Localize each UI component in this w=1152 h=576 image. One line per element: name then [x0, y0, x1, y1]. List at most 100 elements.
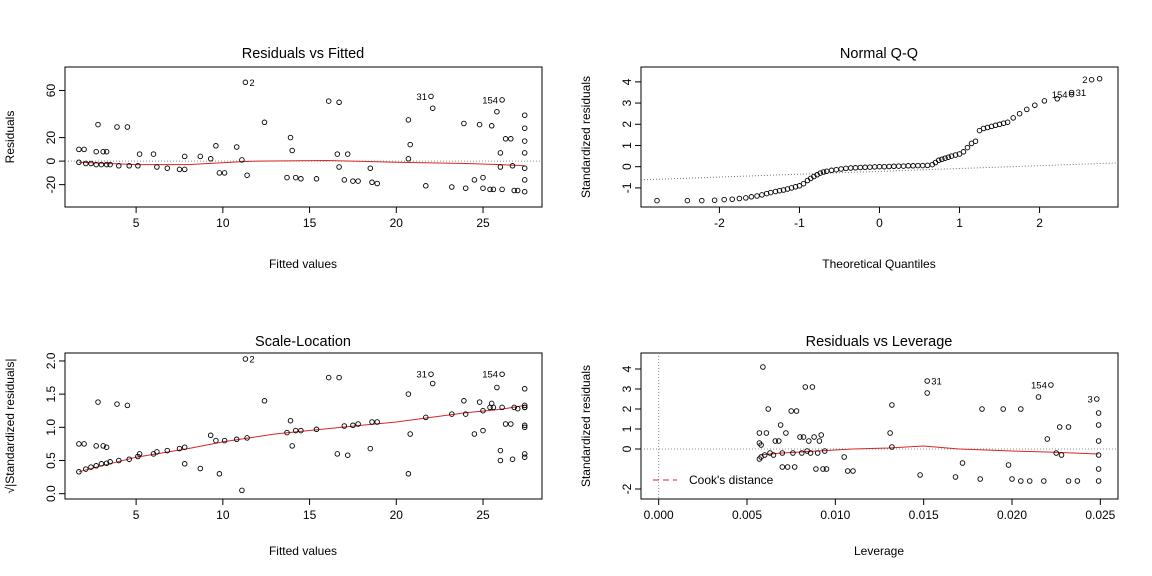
data-point [499, 404, 505, 411]
data-point [979, 406, 985, 412]
data-point [821, 448, 828, 454]
data-point [521, 404, 528, 411]
data-point [405, 156, 412, 162]
data-point [341, 423, 348, 429]
data-point [150, 151, 157, 157]
data-point [823, 168, 830, 174]
data-point [772, 188, 779, 195]
data-point [197, 465, 204, 472]
data-point [807, 450, 814, 456]
data-point [952, 474, 959, 480]
y-tick-label: 2 [620, 121, 634, 128]
y-axis-label: Standardized residuals [579, 365, 593, 487]
y-tick-label: 3 [620, 385, 634, 392]
data-point [487, 186, 493, 193]
data-point [244, 435, 250, 441]
data-point [499, 186, 505, 193]
x-tick-label: 0 [876, 216, 883, 230]
data-point [813, 466, 819, 472]
data-point [956, 151, 963, 157]
data-point [797, 434, 803, 440]
data-point [490, 186, 497, 193]
data-point [405, 391, 412, 397]
data-point [103, 460, 110, 466]
data-point [221, 170, 228, 176]
data-point [242, 79, 249, 86]
y-tick-label: 0 [620, 445, 634, 452]
point-label: 2 [249, 78, 254, 89]
data-point [336, 99, 342, 106]
data-point [88, 464, 94, 470]
x-tick-label: 2 [1036, 216, 1043, 230]
data-point [811, 434, 817, 440]
data-point [476, 399, 483, 405]
data-point [93, 463, 99, 469]
data-point [325, 374, 332, 381]
y-tick-label: -1 [620, 182, 634, 193]
data-point [508, 421, 514, 427]
panel-title: Normal Q-Q [840, 46, 918, 62]
y-tick-label: 60 [44, 84, 58, 98]
x-tick-label: 20 [390, 216, 404, 230]
data-point [93, 443, 99, 449]
data-point [844, 468, 851, 474]
data-point [367, 445, 374, 452]
data-point [800, 180, 807, 187]
data-point [820, 169, 827, 175]
data-point [423, 414, 429, 421]
data-point [784, 464, 791, 470]
data-point [761, 452, 768, 458]
data-point [1053, 450, 1059, 456]
data-point [76, 146, 82, 153]
y-tick-label: 2.0 [44, 352, 58, 369]
data-point [964, 144, 971, 151]
data-point [521, 451, 528, 457]
data-point [809, 384, 816, 390]
data-point [334, 451, 341, 457]
x-tick-label: 15 [303, 508, 317, 522]
point-label: 154 [482, 95, 498, 106]
data-point [654, 197, 660, 204]
data-point [1095, 438, 1102, 444]
data-point [1041, 98, 1048, 104]
data-point [887, 430, 893, 436]
data-point [95, 121, 101, 128]
data-point [960, 149, 967, 155]
data-point [480, 185, 486, 191]
y-tick-label: 4 [620, 365, 634, 372]
data-point [1095, 452, 1102, 458]
data-point [972, 138, 979, 144]
data-point [843, 165, 849, 172]
data-point [98, 461, 105, 467]
data-point [341, 177, 348, 183]
data-point [76, 469, 82, 475]
data-point [81, 146, 87, 153]
data-point [176, 445, 183, 452]
data-point [1054, 96, 1060, 102]
data-point [502, 136, 509, 142]
panel-title: Scale-Location [255, 334, 351, 350]
data-point [298, 427, 304, 434]
data-point [239, 157, 245, 163]
data-point [213, 437, 219, 444]
y-axis-label: Residuals [3, 111, 17, 164]
data-point [499, 97, 505, 103]
data-point [1004, 119, 1011, 125]
panel-title: Residuals vs Fitted [242, 46, 365, 62]
data-point [1026, 478, 1033, 484]
y-tick-label: 1 [620, 142, 634, 149]
data-point [1096, 75, 1103, 82]
data-point [760, 364, 766, 370]
data-point [1065, 424, 1072, 430]
data-point [325, 98, 332, 104]
data-point [915, 162, 921, 169]
y-axis-label: √|Standardized residuals| [3, 359, 17, 494]
panel-residuals-vs-fitted: Residuals vs Fitted Fitted values Residu… [3, 46, 543, 271]
data-point [405, 471, 412, 477]
data-point [334, 151, 341, 157]
data-point [924, 390, 930, 396]
data-point [721, 196, 727, 203]
data-point [462, 185, 469, 191]
panel-scale-location: Scale-Location Fitted values √|Standardi… [3, 334, 543, 558]
data-point [233, 144, 240, 150]
